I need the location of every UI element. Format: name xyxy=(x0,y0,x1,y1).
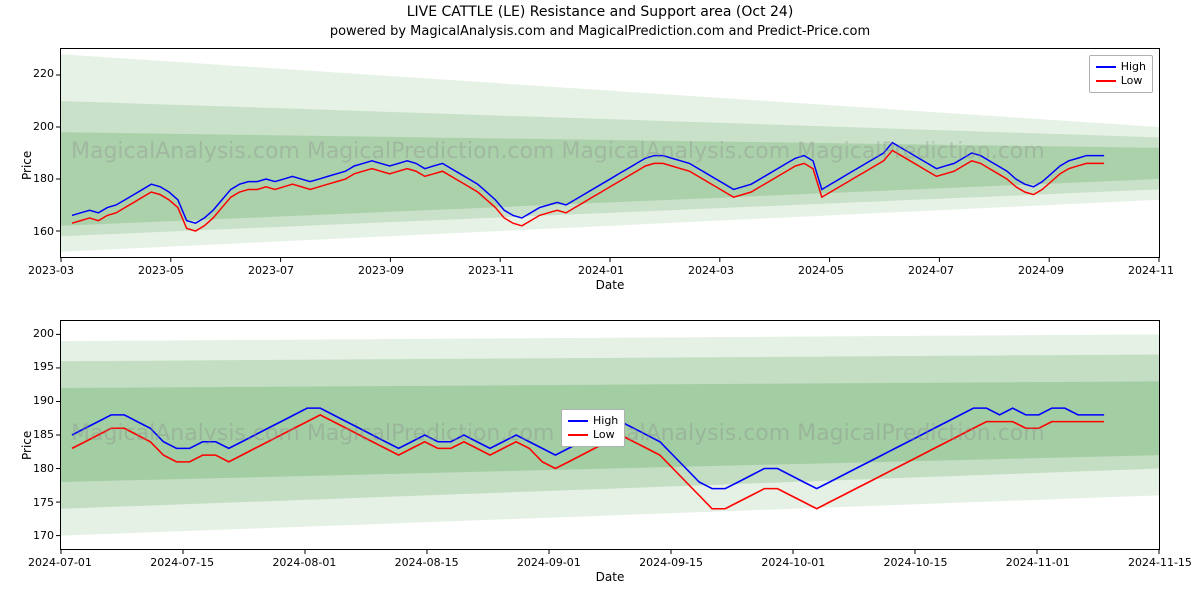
xtick-label: 2024-08-15 xyxy=(395,556,459,569)
xtick-label: 2024-07-15 xyxy=(150,556,214,569)
xtick-label: 2024-08-01 xyxy=(272,556,336,569)
xtick-label: 2024-09 xyxy=(1018,264,1064,277)
xtick-label: 2024-11-15 xyxy=(1128,556,1192,569)
legend-line-high xyxy=(1096,66,1116,68)
ytick-label: 180 xyxy=(22,462,54,475)
ytick-label: 180 xyxy=(22,172,54,185)
xtick-label: 2024-09-01 xyxy=(517,556,581,569)
bottom-chart-panel: MagicalAnalysis.com MagicalPrediction.co… xyxy=(60,320,1160,550)
ytick-label: 220 xyxy=(22,67,54,80)
xtick-label: 2023-09 xyxy=(358,264,404,277)
xtick-label: 2024-07-01 xyxy=(28,556,92,569)
xtick-label: 2024-03 xyxy=(688,264,734,277)
xtick-label: 2023-05 xyxy=(138,264,184,277)
ytick-label: 185 xyxy=(22,428,54,441)
xtick-label: 2024-01 xyxy=(578,264,624,277)
legend-row-low: Low xyxy=(1096,74,1146,88)
figure: LIVE CATTLE (LE) Resistance and Support … xyxy=(0,0,1200,600)
xtick-label: 2024-10-01 xyxy=(761,556,825,569)
top-chart-svg xyxy=(61,49,1159,257)
xtick-label: 2024-11-01 xyxy=(1006,556,1070,569)
xtick-label: 2024-10-15 xyxy=(884,556,948,569)
xtick-label: 2024-11 xyxy=(1128,264,1174,277)
chart-title: LIVE CATTLE (LE) Resistance and Support … xyxy=(0,4,1200,20)
xtick-label: 2023-03 xyxy=(28,264,74,277)
legend-row-high: High xyxy=(1096,60,1146,74)
xtick-label: 2024-09-15 xyxy=(639,556,703,569)
legend-label-low: Low xyxy=(1121,74,1143,88)
bottom-xlabel: Date xyxy=(60,570,1160,584)
chart-subtitle: powered by MagicalAnalysis.com and Magic… xyxy=(0,24,1200,39)
legend-label-high-b: High xyxy=(593,414,618,428)
xtick-label: 2023-07 xyxy=(248,264,294,277)
xtick-label: 2023-11 xyxy=(468,264,514,277)
legend-line-high-b xyxy=(568,420,588,422)
ytick-label: 175 xyxy=(22,496,54,509)
legend-bottom: High Low xyxy=(561,409,625,447)
top-xlabel: Date xyxy=(60,278,1160,292)
ytick-label: 190 xyxy=(22,394,54,407)
ytick-label: 200 xyxy=(22,120,54,133)
ytick-label: 195 xyxy=(22,360,54,373)
legend-line-low xyxy=(1096,80,1116,82)
legend-label-low-b: Low xyxy=(593,428,615,442)
legend-row-low-b: Low xyxy=(568,428,618,442)
xtick-label: 2024-05 xyxy=(798,264,844,277)
top-chart-panel: MagicalAnalysis.com MagicalPrediction.co… xyxy=(60,48,1160,258)
legend-line-low-b xyxy=(568,434,588,436)
legend-row-high-b: High xyxy=(568,414,618,428)
xtick-label: 2024-07 xyxy=(908,264,954,277)
legend-label-high: High xyxy=(1121,60,1146,74)
ytick-label: 200 xyxy=(22,327,54,340)
ytick-label: 170 xyxy=(22,529,54,542)
legend-top: High Low xyxy=(1089,55,1153,93)
ytick-label: 160 xyxy=(22,225,54,238)
